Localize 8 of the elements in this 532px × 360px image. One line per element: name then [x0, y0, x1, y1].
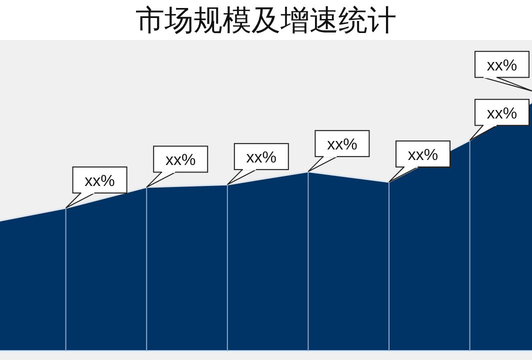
- annotation: xx%: [327, 136, 358, 154]
- annotation: xx%: [246, 150, 277, 167]
- chart-title: 市场规模及增速统计: [136, 5, 396, 37]
- annotation: xx%: [165, 152, 196, 170]
- annotation: xx%: [408, 146, 438, 164]
- annotation: xx%: [84, 172, 115, 190]
- annotation: xx%: [486, 105, 518, 122]
- text: xx%: [486, 57, 518, 74]
